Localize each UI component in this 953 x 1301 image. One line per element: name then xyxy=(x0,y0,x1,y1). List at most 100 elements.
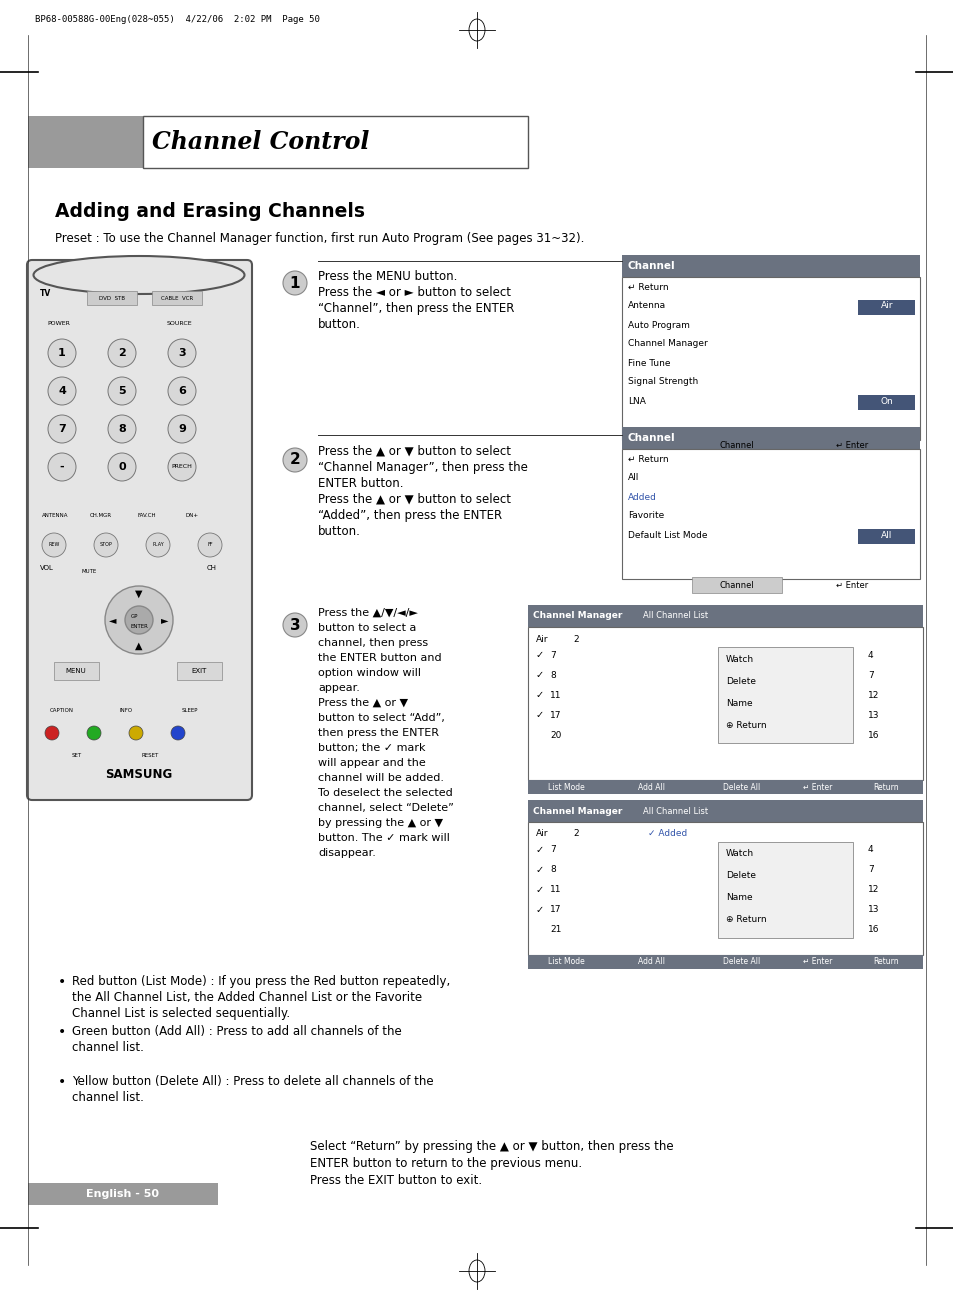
Text: GP: GP xyxy=(132,614,138,619)
Bar xyxy=(527,605,923,627)
Text: LNA: LNA xyxy=(627,397,645,406)
Bar xyxy=(621,427,919,449)
Text: Delete: Delete xyxy=(725,872,755,881)
Text: “Channel”, then press the ENTER: “Channel”, then press the ENTER xyxy=(317,302,514,315)
Text: ↵ Return: ↵ Return xyxy=(627,454,668,463)
Text: Adding and Erasing Channels: Adding and Erasing Channels xyxy=(55,202,365,221)
Circle shape xyxy=(45,726,59,740)
Text: All: All xyxy=(881,531,892,540)
Text: 6: 6 xyxy=(178,386,186,396)
Text: Signal Strength: Signal Strength xyxy=(627,377,698,386)
Bar xyxy=(177,662,222,680)
Text: 4: 4 xyxy=(867,650,873,660)
Text: 13: 13 xyxy=(867,905,879,915)
Bar xyxy=(857,301,914,315)
Text: Press the ▲ or ▼: Press the ▲ or ▼ xyxy=(317,699,408,708)
Text: 7: 7 xyxy=(867,865,873,874)
Text: All: All xyxy=(627,474,639,483)
Text: Air: Air xyxy=(536,635,548,644)
Text: To deselect the selected: To deselect the selected xyxy=(317,788,453,798)
Text: then press the ENTER: then press the ENTER xyxy=(317,729,438,738)
Text: CAPTION: CAPTION xyxy=(50,708,74,713)
Text: ANTENNA: ANTENNA xyxy=(42,513,69,518)
Text: Add All: Add All xyxy=(638,782,664,791)
Circle shape xyxy=(283,448,307,472)
Bar xyxy=(28,1183,218,1205)
Text: Channel Control: Channel Control xyxy=(152,130,369,154)
Text: Default List Mode: Default List Mode xyxy=(627,531,707,540)
Text: Yellow button (Delete All) : Press to delete all channels of the: Yellow button (Delete All) : Press to de… xyxy=(71,1075,434,1088)
Bar xyxy=(718,842,852,938)
Text: Press the ◄ or ► button to select: Press the ◄ or ► button to select xyxy=(317,286,511,299)
Circle shape xyxy=(48,415,76,444)
Text: Air: Air xyxy=(880,302,892,311)
Text: button. The ✓ mark will: button. The ✓ mark will xyxy=(317,833,450,843)
Bar xyxy=(527,781,923,794)
Text: 1: 1 xyxy=(290,276,300,290)
Text: Red button (List Mode) : If you press the Red button repeatedly,: Red button (List Mode) : If you press th… xyxy=(71,974,450,987)
Text: ✓: ✓ xyxy=(536,690,543,700)
Text: •: • xyxy=(58,1025,66,1039)
Bar xyxy=(621,255,919,277)
Circle shape xyxy=(48,340,76,367)
Text: SET: SET xyxy=(71,753,82,758)
Text: On: On xyxy=(880,397,892,406)
Text: 2: 2 xyxy=(573,830,578,839)
Text: 2: 2 xyxy=(290,453,300,467)
Text: RESET: RESET xyxy=(142,753,159,758)
Text: Name: Name xyxy=(725,894,752,903)
Text: MUTE: MUTE xyxy=(82,569,97,574)
Text: English - 50: English - 50 xyxy=(87,1189,159,1200)
Circle shape xyxy=(168,415,195,444)
Circle shape xyxy=(105,585,172,654)
Circle shape xyxy=(198,533,222,557)
Text: ✓: ✓ xyxy=(536,905,543,915)
Text: Watch: Watch xyxy=(725,654,753,664)
Text: 7: 7 xyxy=(58,424,66,435)
Text: 12: 12 xyxy=(867,886,879,895)
Text: channel list.: channel list. xyxy=(71,1041,144,1054)
Text: 0: 0 xyxy=(118,462,126,472)
Bar xyxy=(691,578,781,593)
Text: DN+: DN+ xyxy=(186,513,199,518)
Text: 20: 20 xyxy=(550,730,560,739)
Text: Channel: Channel xyxy=(719,580,754,589)
Bar xyxy=(691,438,781,454)
Text: ENTER: ENTER xyxy=(130,623,148,628)
Text: channel, then press: channel, then press xyxy=(317,637,428,648)
Bar xyxy=(527,627,923,781)
Text: MENU: MENU xyxy=(66,667,87,674)
Text: Delete All: Delete All xyxy=(722,958,760,967)
Bar xyxy=(621,449,919,579)
Circle shape xyxy=(87,726,101,740)
Text: Watch: Watch xyxy=(725,850,753,859)
Text: 12: 12 xyxy=(867,691,879,700)
Text: 17: 17 xyxy=(550,905,561,915)
Text: channel list.: channel list. xyxy=(71,1092,144,1105)
Text: 16: 16 xyxy=(867,925,879,934)
Text: Return: Return xyxy=(872,782,898,791)
Bar xyxy=(54,662,99,680)
Text: Press the EXIT button to exit.: Press the EXIT button to exit. xyxy=(310,1174,481,1187)
Circle shape xyxy=(283,613,307,637)
Text: Antenna: Antenna xyxy=(627,302,665,311)
Text: Channel: Channel xyxy=(627,262,675,271)
Text: Channel: Channel xyxy=(627,433,675,444)
Text: All Channel List: All Channel List xyxy=(642,611,707,621)
Text: REW: REW xyxy=(49,543,60,548)
Text: option window will: option window will xyxy=(317,667,420,678)
Text: Air: Air xyxy=(536,830,548,839)
Text: -: - xyxy=(60,462,64,472)
Text: STOP: STOP xyxy=(99,543,112,548)
Text: DVD  STB: DVD STB xyxy=(99,295,125,301)
Text: Channel Manager: Channel Manager xyxy=(533,807,621,816)
Text: 1: 1 xyxy=(58,347,66,358)
Text: ENTER button.: ENTER button. xyxy=(317,477,403,490)
Text: “Added”, then press the ENTER: “Added”, then press the ENTER xyxy=(317,509,501,522)
Text: EXIT: EXIT xyxy=(192,667,207,674)
Text: Added: Added xyxy=(627,493,657,501)
Circle shape xyxy=(146,533,170,557)
Text: All Channel List: All Channel List xyxy=(642,807,707,816)
Bar xyxy=(28,116,143,168)
Text: 11: 11 xyxy=(550,691,561,700)
